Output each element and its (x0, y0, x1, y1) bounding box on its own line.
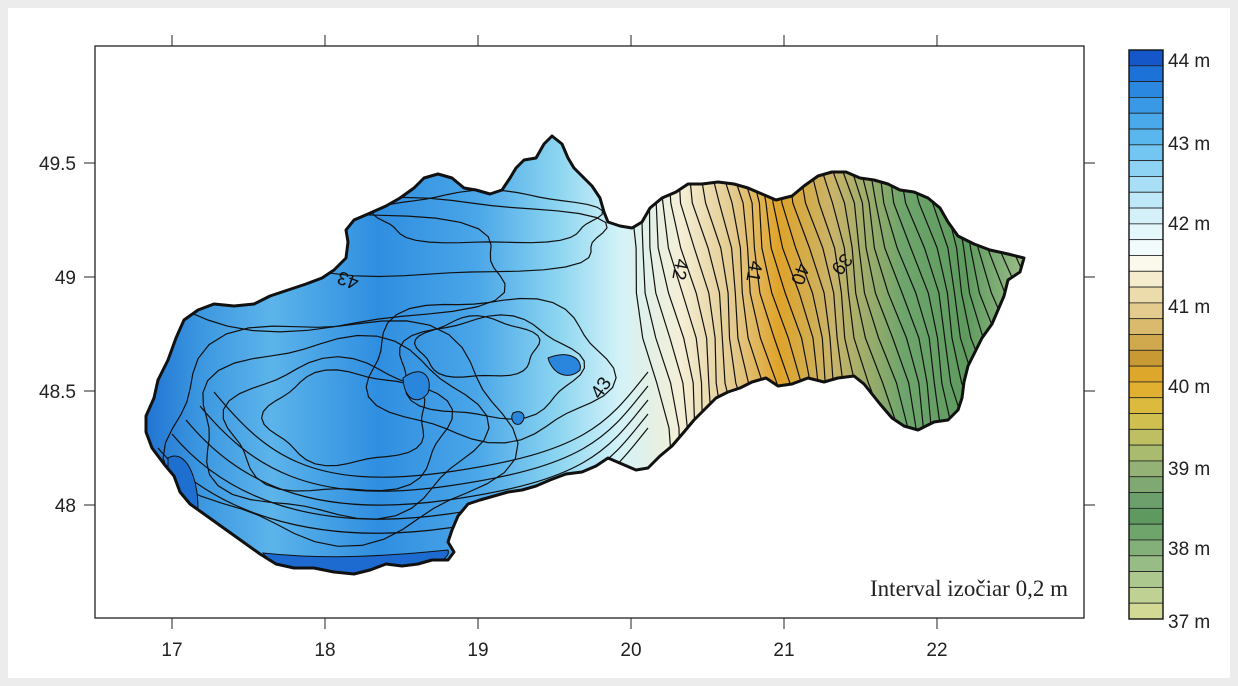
legend-swatch (1128, 365, 1164, 383)
legend-swatch (1128, 239, 1164, 256)
legend-swatch (1128, 444, 1164, 462)
plot-frame (94, 45, 1085, 619)
x-tick-label: 21 (773, 640, 794, 661)
y-tick: 49 (55, 268, 1095, 289)
x-axis: 17 18 19 20 21 22 (161, 35, 948, 661)
contour-line (213, 371, 649, 478)
x-tick-label: 17 (161, 640, 182, 661)
legend-swatch (1128, 349, 1164, 367)
map-figure: 43 43 42 41 40 39 17 18 19 20 21 22 49.5… (8, 8, 1230, 678)
legend-swatch (1128, 428, 1164, 446)
contour-line (260, 369, 426, 467)
legend-swatch (1128, 65, 1164, 83)
contour-line (199, 385, 649, 492)
legend-label: 38 m (1168, 539, 1210, 560)
legend-swatch (1128, 571, 1164, 588)
legend-swatch (1128, 112, 1164, 130)
legend-swatch (1128, 160, 1164, 177)
legend-swatch (1128, 397, 1164, 414)
y-tick: 49.5 (39, 154, 1095, 175)
x-tick-label: 20 (620, 640, 641, 661)
legend-swatch (1128, 523, 1164, 541)
legend-swatch (1128, 176, 1164, 193)
legend-swatch (1128, 302, 1164, 320)
legend-label: 41 m (1168, 297, 1210, 318)
legend-swatch (1128, 81, 1164, 98)
y-tick-label: 49 (55, 268, 76, 289)
x-tick: 20 (620, 35, 642, 661)
legend-swatch (1128, 144, 1164, 162)
legend-swatch (1128, 492, 1164, 509)
color-scale-legend: 44 m 43 m 42 m 41 m 40 m 39 m 38 m 37 m (1128, 49, 1210, 633)
legend-swatch (1128, 334, 1164, 351)
legend-swatch (1128, 602, 1164, 620)
legend-swatch (1128, 318, 1164, 335)
y-tick-label: 48.5 (39, 382, 76, 403)
contour-line (987, 157, 1024, 519)
y-tick-label: 49.5 (39, 154, 76, 175)
x-tick: 21 (773, 35, 795, 661)
contour-line (1007, 157, 1024, 519)
contour-line (162, 320, 519, 547)
contour-line (146, 206, 506, 333)
legend-label: 43 m (1168, 134, 1210, 155)
contour-line (202, 334, 490, 520)
y-axis: 49.5 49 48.5 48 (39, 154, 1095, 517)
legend-label: 40 m (1168, 377, 1210, 398)
legend-swatch (1128, 270, 1164, 288)
legend-label: 44 m (1168, 51, 1210, 72)
legend-swatch (1128, 128, 1164, 146)
pocket-small-1 (511, 411, 525, 425)
y-tick: 48 (55, 496, 1095, 517)
legend-swatch (1128, 49, 1164, 67)
slovakia-area (146, 136, 1024, 574)
x-tick-label: 22 (926, 640, 947, 661)
x-tick-label: 19 (467, 640, 488, 661)
legend-label: 42 m (1168, 214, 1210, 235)
legend-swatch (1128, 586, 1164, 604)
contour-label-41: 41 (741, 259, 765, 283)
legend-label: 37 m (1168, 612, 1210, 633)
slovakia-border (144, 134, 1026, 576)
legend-swatch (1128, 223, 1164, 241)
x-tick: 17 (161, 35, 183, 661)
contour-line (413, 315, 541, 378)
y-tick-label: 48 (55, 496, 76, 517)
legend-swatch (1128, 97, 1164, 114)
y-tick: 48.5 (39, 382, 1095, 403)
legend-swatch (1128, 286, 1164, 304)
contour-line (372, 189, 604, 244)
contour-interval-note: Interval izočiar 0,2 m (870, 576, 1068, 601)
contour-line (185, 399, 649, 506)
geoid-contour-map: 43 43 42 41 40 39 17 18 19 20 21 22 49.5… (39, 35, 1210, 661)
legend-label: 39 m (1168, 459, 1210, 480)
legend-swatch (1128, 381, 1164, 399)
legend-swatch (1128, 460, 1164, 478)
legend-swatch (1128, 255, 1164, 272)
legend-swatch (1128, 539, 1164, 557)
legend-swatch (1128, 507, 1164, 525)
contour-line (977, 157, 1024, 519)
contour-label-42: 42 (667, 257, 691, 281)
legend-swatch (1128, 413, 1164, 430)
legend-frame (1128, 49, 1164, 620)
pocket-east (547, 354, 581, 376)
legend-swatch (1128, 207, 1164, 225)
contour-line (365, 297, 617, 444)
contour-line (399, 314, 586, 420)
contour-line (222, 356, 454, 492)
legend-swatch (1128, 555, 1164, 572)
x-tick: 19 (467, 35, 489, 661)
x-tick: 22 (926, 35, 948, 661)
x-tick: 18 (314, 35, 336, 661)
pocket-center (402, 371, 430, 401)
legend-swatch (1128, 476, 1164, 493)
slovakia-map (144, 134, 1026, 576)
contour-line (997, 157, 1024, 519)
legend-swatch (1128, 191, 1164, 209)
x-tick-label: 18 (314, 640, 335, 661)
